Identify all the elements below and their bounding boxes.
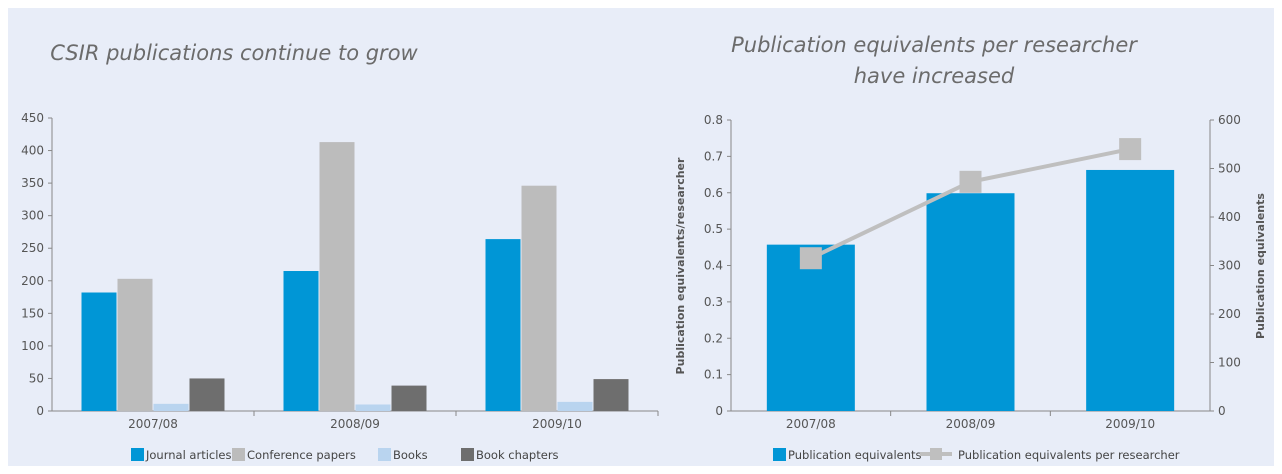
chart2-right-tick-label: 200 <box>1218 307 1241 321</box>
chart1-y-tick-label: 450 <box>21 111 44 125</box>
chart2-left-tick-label: 0.7 <box>704 149 723 163</box>
chart1-bar <box>283 271 319 411</box>
chart1-bar <box>153 403 189 411</box>
chart2-right-tick-label: 400 <box>1218 210 1241 224</box>
chart2-legend-marker <box>930 448 942 460</box>
chart1-x-tick-label: 2009/10 <box>532 417 582 431</box>
chart1-legend-label: Book chapters <box>476 448 559 462</box>
chart-panel: CSIR publications continue to grow 0 50 10… <box>8 8 1274 466</box>
chart2-line-point <box>799 247 822 270</box>
chart2-title-line2: have increased <box>854 64 1015 88</box>
chart1-legend-swatch <box>131 448 144 461</box>
chart2-ylabel: Publication equivalents/researcher <box>674 157 687 374</box>
chart1-y-tick-label: 250 <box>21 241 44 255</box>
chart2-legend-label: Publication equivalents per researcher <box>958 448 1180 462</box>
chart1-bar <box>355 404 391 411</box>
chart-publications: CSIR publications continue to grow 0 50 10… <box>21 41 659 462</box>
chart2-left-tick-label: 0.3 <box>704 295 723 309</box>
chart1-y-tick-label: 0 <box>36 404 44 418</box>
chart2-left-tick-label: 0.2 <box>704 331 723 345</box>
chart2-right-tick-label: 500 <box>1218 162 1241 176</box>
chart1-y-tick-label: 300 <box>21 209 44 223</box>
chart1-legend-label: Journal articles <box>145 448 232 462</box>
chart1-x-tick-label: 2007/08 <box>128 417 178 431</box>
chart2-left-tick-label: 0.1 <box>704 368 723 382</box>
chart1-legend-label: Conference papers <box>247 448 356 462</box>
chart-per-researcher: Publication equivalents per researcher h… <box>674 33 1267 462</box>
chart1-y-tick-label: 100 <box>21 339 44 353</box>
chart1-x-tick-label: 2008/09 <box>330 417 380 431</box>
chart2-right-tick-label: 600 <box>1218 113 1241 127</box>
chart1-legend-swatch <box>461 448 474 461</box>
chart1-bar <box>557 401 593 411</box>
charts-svg: CSIR publications continue to grow 0 50 10… <box>21 33 1267 462</box>
chart2-bar <box>766 244 855 411</box>
chart2-line-point <box>1119 138 1142 161</box>
chart1-title: CSIR publications continue to grow <box>50 41 418 65</box>
chart2-bar <box>926 193 1015 411</box>
chart2-left-tick-label: 0 <box>715 404 723 418</box>
chart1-bar <box>391 385 427 411</box>
chart1-bar <box>319 142 355 411</box>
chart2-right-tick-label: 300 <box>1218 259 1241 273</box>
chart1-legend-swatch <box>378 448 391 461</box>
chart2-left-tick-label: 0.4 <box>704 259 723 273</box>
chart2-x-tick-label: 2009/10 <box>1105 417 1155 431</box>
chart2-left-tick-label: 0.6 <box>704 186 723 200</box>
chart1-y-tick-label: 150 <box>21 306 44 320</box>
chart1-bar <box>485 239 521 411</box>
chart1-y-tick-label: 50 <box>29 371 44 385</box>
chart1-bar <box>521 185 557 411</box>
chart2-right-tick-label: 100 <box>1218 356 1241 370</box>
chart1-y-tick-label: 400 <box>21 144 44 158</box>
chart1-bar <box>593 379 629 411</box>
chart2-x-tick-label: 2008/09 <box>946 417 996 431</box>
chart1-bar <box>117 278 153 411</box>
chart2-right-tick-label: 0 <box>1218 404 1226 418</box>
chart1-legend-swatch <box>232 448 245 461</box>
chart2-legend-label: Publication equivalents <box>788 448 922 462</box>
chart1-legend-label: Books <box>393 448 428 462</box>
chart2-bar <box>1086 169 1175 411</box>
chart2-left-tick-label: 0.8 <box>704 113 723 127</box>
chart2-y2label: Publication equivalents <box>1254 193 1267 339</box>
chart2-x-tick-label: 2007/08 <box>786 417 836 431</box>
chart2-title-line1: Publication equivalents per researcher <box>731 33 1138 57</box>
chart2-line-point <box>959 170 982 193</box>
chart2-left-tick-label: 0.5 <box>704 222 723 236</box>
chart1-bar <box>81 292 117 411</box>
chart1-y-tick-label: 200 <box>21 274 44 288</box>
chart1-bar <box>189 378 225 411</box>
chart1-y-tick-label: 350 <box>21 176 44 190</box>
chart2-legend-swatch <box>773 448 786 461</box>
